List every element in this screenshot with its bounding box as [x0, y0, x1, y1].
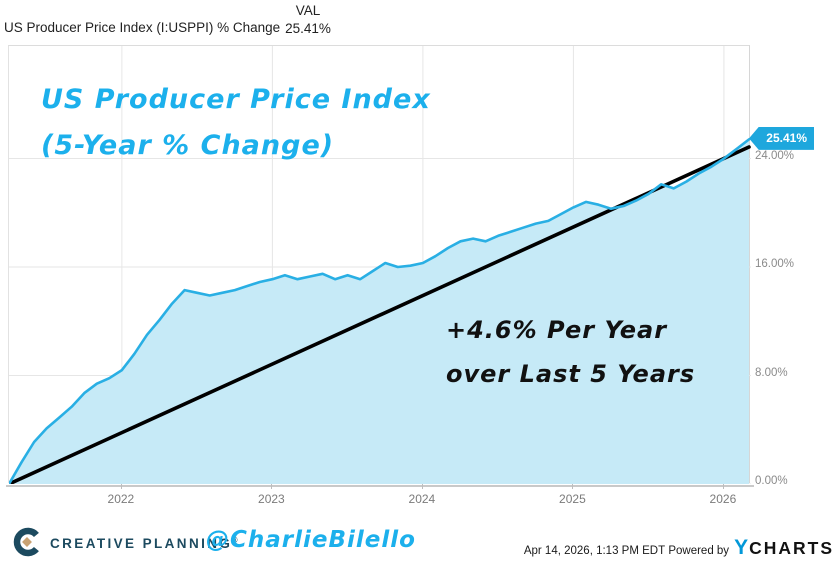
timestamp-row: Apr 14, 2026, 1:13 PM EDT Powered by YCH…: [524, 536, 834, 560]
x-axis-tick: [722, 484, 724, 489]
val-heading: VAL: [295, 3, 321, 18]
chart-title-annotation: US Producer Price Index (5-Year % Change…: [41, 77, 431, 169]
y-axis-tick-label: 24.00%: [755, 149, 795, 162]
value-column: VAL 25.41%: [276, 3, 340, 36]
x-axis-tick-label: 2024: [408, 492, 436, 506]
chart-title-line1: US Producer Price Index: [41, 84, 431, 115]
creative-planning-logo-icon: [13, 527, 39, 557]
y-axis-tick-label: 16.00%: [755, 258, 795, 271]
timestamp: Apr 14, 2026, 1:13 PM EDT Powered by: [523, 545, 730, 557]
plot-area: US Producer Price Index (5-Year % Change…: [8, 45, 751, 484]
series-label: US Producer Price Index (I:USPPI) % Chan…: [4, 20, 281, 35]
x-axis-tick: [572, 484, 574, 489]
x-axis-tick-label: 2022: [107, 492, 135, 506]
area-chart: [9, 46, 751, 484]
x-axis-line: [6, 485, 754, 487]
x-axis-tick: [120, 484, 122, 489]
y-axis-tick-label: 0.00%: [755, 475, 788, 487]
chart-title-line2: (5-Year % Change): [41, 130, 335, 161]
x-axis-tick: [421, 484, 423, 489]
x-axis-tick: [271, 484, 273, 489]
val-current-value: 25.41%: [285, 21, 331, 36]
creative-planning-wordmark: CREATIVE PLANNING®: [50, 536, 238, 551]
trend-annotation: +4.6% Per Year over Last 5 Years: [446, 308, 695, 396]
twitter-handle: @CharlieBilello: [206, 527, 416, 553]
trend-annotation-line2: over Last 5 Years: [446, 360, 696, 388]
y-axis-tick-label: 8.00%: [755, 366, 788, 379]
x-axis-tick-label: 2023: [258, 492, 285, 506]
ycharts-logo: YCHARTS: [734, 536, 834, 559]
last-value-badge: 25.41%: [749, 126, 814, 150]
trend-annotation-line1: +4.6% Per Year: [446, 316, 668, 344]
trademark-symbol: ®: [232, 537, 238, 545]
x-axis-tick-label: 2025: [559, 492, 586, 506]
x-axis-tick-label: 2026: [709, 492, 737, 506]
footer: CREATIVE PLANNING® @CharlieBilello Apr 1…: [0, 518, 838, 568]
